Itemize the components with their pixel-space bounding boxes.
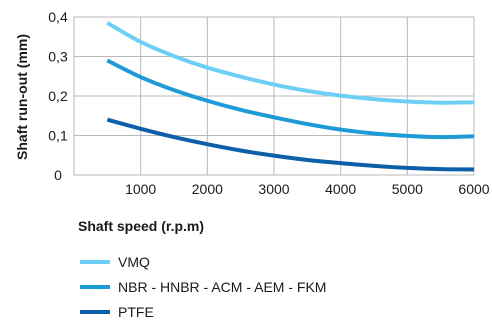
legend-item-vmq: VMQ — [80, 249, 326, 274]
x-tick-labels: 1000 2000 3000 4000 5000 6000 — [125, 181, 490, 197]
legend-swatch — [80, 259, 110, 264]
legend-label: VMQ — [118, 253, 150, 270]
legend-label: NBR - HNBR - ACM - AEM - FKM — [118, 278, 327, 295]
series-line-ptfe — [106, 117, 475, 172]
y-tick-label: 0,2 — [48, 88, 68, 104]
y-tick-label: 0,3 — [48, 49, 68, 65]
x-tick-label: 4000 — [325, 181, 356, 197]
legend: VMQ NBR - HNBR - ACM - AEM - FKM PTFE — [80, 249, 326, 324]
legend-swatch — [80, 309, 110, 314]
x-tick-label: 2000 — [192, 181, 223, 197]
x-tick-label: 6000 — [458, 181, 489, 197]
y-tick-label: 0,1 — [48, 128, 68, 144]
x-tick-label: 5000 — [392, 181, 423, 197]
legend-swatch — [80, 284, 110, 289]
series-line-nbr — [106, 58, 475, 140]
legend-item-ptfe: PTFE — [80, 299, 326, 324]
y-tick-label: 0 — [54, 167, 62, 183]
legend-label: PTFE — [118, 303, 154, 320]
series-line-vmq — [106, 21, 475, 105]
series-lines — [106, 21, 475, 172]
y-tick-label: 0,4 — [48, 9, 68, 25]
legend-item-nbr: NBR - HNBR - ACM - AEM - FKM — [80, 274, 326, 299]
y-axis-label: Shaft run-out (mm) — [14, 34, 30, 160]
grid — [73, 16, 475, 176]
x-tick-label: 3000 — [258, 181, 289, 197]
x-axis-label: Shaft speed (r.p.m) — [78, 218, 204, 234]
x-tick-label: 1000 — [125, 181, 156, 197]
y-tick-labels: 0 0,1 0,2 0,3 0,4 — [48, 9, 68, 183]
